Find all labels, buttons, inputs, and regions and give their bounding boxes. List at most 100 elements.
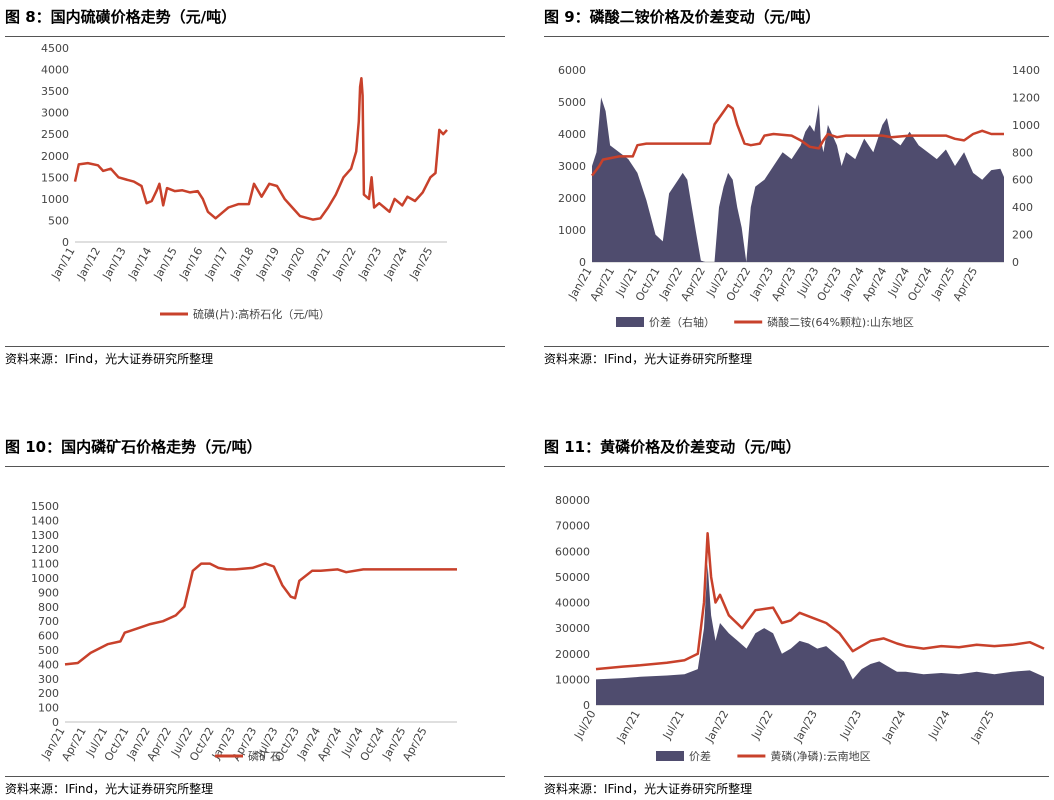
title-divider bbox=[5, 36, 505, 37]
chart-plot: 0 500 1000 1500 2000 2500 3000 3500 4000 4500 Jan/… bbox=[41, 42, 448, 321]
x-tick-label: Jan/21 bbox=[304, 245, 333, 282]
y-tick-label: 3500 bbox=[41, 85, 69, 98]
chart-title: 图 11：黄磷价格及价差变动（元/吨） bbox=[544, 438, 801, 456]
x-tick-label: Jan/16 bbox=[176, 245, 205, 282]
legend-label: 价差（右轴） bbox=[649, 315, 715, 329]
source-note: 资料来源：IFind，光大证券研究所整理 bbox=[544, 352, 753, 366]
y-tick-label: 1200 bbox=[31, 543, 59, 556]
y-tick-label: 5000 bbox=[558, 96, 586, 109]
x-tick-label: Jan/13 bbox=[100, 245, 129, 282]
chart-panel-yellow-phosphorus: 图 11：黄磷价格及价差变动（元/吨） 0 10000 20000 30000 4000… bbox=[544, 432, 1049, 800]
source-divider bbox=[544, 776, 1049, 777]
legend-swatch-area bbox=[616, 317, 644, 327]
series-line bbox=[64, 562, 457, 666]
x-tick-label: Jan/15 bbox=[151, 245, 180, 282]
legend-label: 硫磺(片):高桥石化（元/吨） bbox=[193, 307, 330, 321]
x-tick-label: Jan/22 bbox=[330, 245, 359, 282]
x-tick-label: Jan/24 bbox=[879, 708, 908, 745]
x-tick-label: Jan/23 bbox=[791, 708, 820, 745]
chart-title: 图 8：国内硫磺价格走势（元/吨） bbox=[5, 8, 237, 26]
y-tick-label: 1500 bbox=[41, 171, 69, 184]
title-divider bbox=[544, 36, 1049, 37]
y-right-tick-label: 200 bbox=[1012, 229, 1033, 242]
y-tick-label: 1500 bbox=[31, 500, 59, 513]
y-tick-label: 0 bbox=[62, 236, 69, 249]
y-tick-label: 4000 bbox=[41, 64, 69, 77]
legend-label: 磷矿石 bbox=[248, 750, 281, 763]
y-tick-label: 3000 bbox=[41, 107, 69, 120]
chart-plot: 0 1000 2000 3000 4000 5000 6000 0 200 400 600 800 10… bbox=[558, 64, 1040, 329]
y-tick-label: 40000 bbox=[555, 597, 590, 610]
chart-plot: 0 10000 20000 30000 40000 50000 60000 70000 8000… bbox=[555, 494, 1045, 763]
y-tick-label: 10000 bbox=[555, 673, 590, 686]
y-tick-label: 6000 bbox=[558, 64, 586, 77]
x-tick-label: Jan/21 bbox=[614, 708, 643, 745]
y-tick-label: 30000 bbox=[555, 622, 590, 635]
y-tick-label: 1000 bbox=[41, 193, 69, 206]
y-tick-label: 800 bbox=[38, 601, 59, 614]
x-tick-label: Jan/25 bbox=[968, 708, 997, 745]
legend-label: 磷酸二铵(64%颗粒):山东地区 bbox=[767, 315, 914, 329]
x-tick-label: Jan/22 bbox=[702, 708, 731, 745]
source-divider bbox=[5, 776, 505, 777]
chart-panel-dap: 图 9：磷酸二铵价格及价差变动（元/吨） 0 1000 2000 3000 4000 50… bbox=[544, 0, 1049, 370]
series-line bbox=[595, 532, 1045, 671]
y-tick-label: 1100 bbox=[31, 558, 59, 571]
y-tick-label: 500 bbox=[48, 214, 69, 227]
source-note: 资料来源：IFind，光大证券研究所整理 bbox=[5, 352, 214, 366]
y-tick-label: 1000 bbox=[31, 572, 59, 585]
y-tick-label: 600 bbox=[38, 630, 59, 643]
legend-label: 价差 bbox=[689, 749, 711, 763]
y-tick-label: 700 bbox=[38, 615, 59, 628]
y-tick-label: 100 bbox=[38, 702, 59, 715]
y-right-tick-label: 400 bbox=[1012, 201, 1033, 214]
y-tick-label: 80000 bbox=[555, 494, 590, 507]
x-tick-label: Jan/23 bbox=[355, 245, 384, 282]
y-tick-label: 2500 bbox=[41, 128, 69, 141]
y-right-tick-label: 600 bbox=[1012, 174, 1033, 187]
y-tick-label: 1300 bbox=[31, 529, 59, 542]
x-tick-label: Jan/17 bbox=[202, 245, 231, 282]
y-tick-label: 2000 bbox=[41, 150, 69, 163]
x-tick-label: Jul/20 bbox=[571, 708, 598, 742]
x-tick-label: Jan/25 bbox=[406, 245, 435, 282]
y-tick-label: 50000 bbox=[555, 571, 590, 584]
y-tick-label: 2000 bbox=[558, 192, 586, 205]
title-divider bbox=[5, 466, 505, 467]
y-tick-label: 20000 bbox=[555, 648, 590, 661]
y-tick-label: 1400 bbox=[31, 514, 59, 527]
x-tick-label: Jan/11 bbox=[49, 245, 78, 282]
y-right-tick-label: 1000 bbox=[1012, 119, 1040, 132]
chart-title: 图 9：磷酸二铵价格及价差变动（元/吨） bbox=[544, 8, 821, 26]
source-note: 资料来源：IFind，光大证券研究所整理 bbox=[544, 782, 753, 796]
y-right-tick-label: 1200 bbox=[1012, 91, 1040, 104]
x-tick-label: Jul/22 bbox=[748, 708, 775, 742]
legend-swatch-area bbox=[656, 751, 684, 761]
series-line bbox=[591, 103, 1004, 177]
y-right-tick-label: 800 bbox=[1012, 146, 1033, 159]
y-tick-label: 70000 bbox=[555, 520, 590, 533]
x-tick-label: Jan/14 bbox=[125, 245, 154, 282]
x-tick-label: Jul/21 bbox=[660, 708, 687, 742]
y-tick-label: 60000 bbox=[555, 545, 590, 558]
x-tick-label: Jan/19 bbox=[253, 245, 282, 282]
chart-panel-phosphate-rock: 图 10：国内磷矿石价格走势（元/吨） 0 100 200 300 400 500 600 7… bbox=[5, 432, 505, 800]
y-right-tick-label: 1400 bbox=[1012, 64, 1040, 77]
y-tick-label: 200 bbox=[38, 687, 59, 700]
source-divider bbox=[5, 346, 505, 347]
y-tick-label: 300 bbox=[38, 673, 59, 686]
y-tick-label: 900 bbox=[38, 586, 59, 599]
legend-label: 黄磷(净磷):云南地区 bbox=[770, 749, 870, 763]
title-divider bbox=[544, 466, 1049, 467]
y-tick-label: 0 bbox=[52, 716, 59, 729]
x-tick-label: Jan/12 bbox=[74, 245, 103, 282]
x-tick-label: Jan/18 bbox=[227, 245, 256, 282]
x-tick-label: Jul/23 bbox=[837, 708, 864, 742]
x-tick-label: Jan/24 bbox=[381, 245, 410, 282]
y-tick-label: 1000 bbox=[558, 224, 586, 237]
y-tick-label: 400 bbox=[38, 658, 59, 671]
series-line bbox=[73, 76, 448, 221]
chart-panel-sulfur: 图 8：国内硫磺价格走势（元/吨） 0 500 1000 1500 2000 2500 30… bbox=[5, 0, 505, 370]
y-tick-label: 4000 bbox=[558, 128, 586, 141]
y-right-tick-label: 0 bbox=[1012, 256, 1019, 269]
